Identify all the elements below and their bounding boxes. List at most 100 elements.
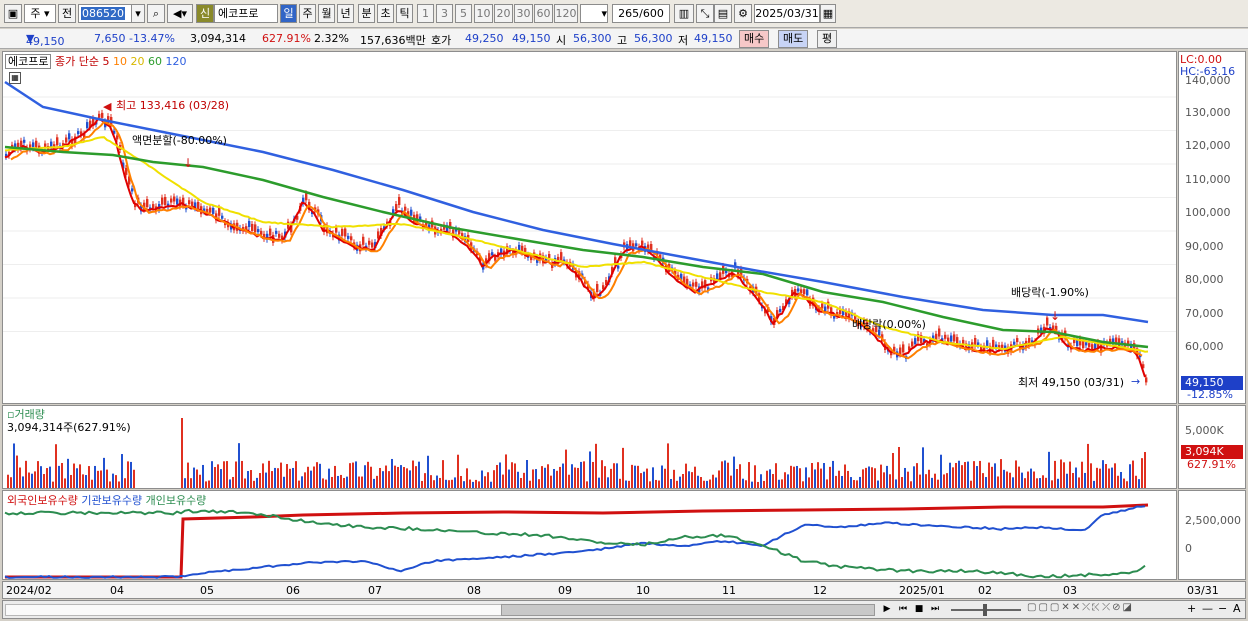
window-menu-icon[interactable]: ▣ [4,4,22,23]
first-icon[interactable]: ⏮ [898,604,908,614]
interval-30[interactable]: 30 [514,4,533,23]
timeframe-tab-day[interactable]: 일 [280,4,297,23]
volume-bar [1009,472,1011,488]
gear-icon[interactable]: ⚙ [734,4,752,23]
interval-3[interactable]: 3 [436,4,453,23]
calendar-icon[interactable]: ▦ [820,4,836,23]
y-tick-110000: 110,000 [1185,173,1231,186]
candle [290,224,293,233]
scroll-thumb[interactable] [501,604,875,616]
volume-bar [118,481,120,488]
candle [251,224,254,231]
volume-bar [904,467,906,488]
candle [713,278,716,283]
volume-bar [652,467,654,488]
candle [650,244,653,252]
timeframe-tab-minute[interactable]: 분 [358,4,375,23]
interval-input[interactable]: ▾ [580,4,608,23]
volume-bar [787,474,789,488]
draw-tool-icon[interactable]: ⤡ [696,4,714,23]
timeframe-tab-week[interactable]: 주 [299,4,316,23]
sell-button[interactable]: 매도 [778,30,809,48]
volume-bar [244,478,246,488]
date-input[interactable]: 2025/03/31 [754,4,820,23]
price-change-pct: -13.47% [129,32,175,45]
interval-10[interactable]: 10 [474,4,493,23]
timeframe-tab-tick[interactable]: 틱 [396,4,413,23]
save-icon[interactable]: ▤ [714,4,732,23]
zoom-out-icon[interactable]: — [1202,602,1213,615]
volume-bar [1099,468,1101,488]
stop-icon[interactable]: ■ [914,604,924,614]
volume-bar [673,469,675,488]
count-input[interactable]: 265/600 [612,4,670,23]
speaker-icon[interactable]: ◀▾ [167,4,193,23]
volume-bar [1027,471,1029,488]
volume-bar [1066,473,1068,488]
candle [866,321,869,330]
font-size-icon[interactable]: A [1233,602,1241,615]
volume-bar [856,480,858,488]
zoom-handle[interactable] [983,604,987,616]
volume-bar [919,474,921,488]
zoom-in-icon[interactable]: + [1187,602,1197,615]
volume-bar [394,465,396,488]
volume-bar [838,470,840,488]
candle [1052,325,1055,330]
volume-bar [865,467,867,488]
chart-type-icon[interactable]: ▥ [674,4,694,23]
candle [122,162,125,169]
volume-bar [115,475,117,488]
tool-icons[interactable]: ▢▢▢✕✕⤫⤪⤫⊘◪ [1027,602,1134,613]
candle [920,335,923,344]
stock-code-input[interactable]: 086520 [78,4,138,23]
volume-bar [424,473,426,488]
candle [782,306,785,311]
zoom-reset-icon[interactable]: − [1218,602,1228,615]
volume-bar [970,480,972,488]
volume-bar [1030,468,1032,488]
search-icon[interactable]: ⌕ [147,4,165,23]
volume-bar [1090,463,1092,488]
candle [845,311,848,319]
prev-button[interactable]: 전 [58,4,76,23]
timeframe-tab-second[interactable]: 초 [377,4,394,23]
table-icon[interactable]: ▦ [9,72,21,84]
candle [1130,343,1133,350]
interval-120[interactable]: 120 [554,4,578,23]
volume-bar [586,481,588,488]
code-dropdown-icon[interactable]: ▾ [131,4,145,23]
volume-bar [820,468,822,488]
last-icon[interactable]: ⏭ [930,604,940,614]
interval-20[interactable]: 20 [494,4,513,23]
volume-bar [217,464,219,488]
buy-button[interactable]: 매수 [739,30,770,48]
scroll-right-icon[interactable]: ▶ [883,604,891,614]
candle [56,137,59,146]
volume-bar [745,480,747,488]
candle [254,224,257,233]
volume-bar [1111,467,1113,488]
period-dropdown[interactable]: 주 ▾ [24,4,56,23]
volume-bar [811,463,813,488]
volume-panel[interactable]: ▫거래량 3,094,314주(627.91%) [2,405,1177,489]
candle [833,315,836,319]
candle [341,228,344,236]
volume-bar [340,474,342,488]
timeframe-tab-year[interactable]: 년 [337,4,354,23]
candle [878,329,881,336]
volume-bar [202,464,204,488]
price-chart-panel[interactable]: ↓ ↓ ◀ → 에코프로 종가 단순 5 10 20 60 120 ▦ 최고 133,… [2,51,1177,404]
candle [176,198,179,205]
holdings-panel[interactable]: 외국인보유수량 기관보유수량 개인보유수량 [2,490,1177,580]
x-tick-03: 03 [1063,584,1077,597]
interval-5[interactable]: 5 [455,4,472,23]
interval-60[interactable]: 60 [534,4,553,23]
eval-button[interactable]: 평 [817,30,838,48]
candle [998,345,1001,350]
chart-scrollbar[interactable]: ▶ ⏮ ■ ⏭ ▢▢▢✕✕⤫⤪⤫⊘◪ + — − A [2,600,1246,619]
interval-1[interactable]: 1 [417,4,434,23]
volume-bar [382,471,384,488]
timeframe-tab-month[interactable]: 월 [318,4,335,23]
volume-bar [121,454,123,488]
